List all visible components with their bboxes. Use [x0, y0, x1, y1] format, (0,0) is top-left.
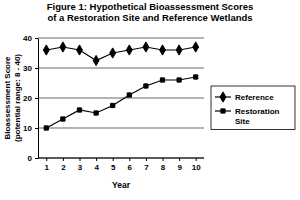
x-tick-mark: [63, 158, 64, 161]
marker: [176, 45, 182, 55]
y-tick: 30: [23, 64, 38, 73]
marker: [77, 45, 83, 55]
x-tick-label: 6: [128, 163, 133, 172]
y-tick-mark: [35, 158, 38, 159]
marker: [111, 103, 115, 107]
title: Figure 1: Hypothetical Bioassessment Sco…: [47, 1, 253, 23]
series-line: [46, 77, 195, 128]
grid-line: [38, 128, 204, 129]
y-tick-label: 10: [23, 124, 32, 133]
x-tick-mark: [163, 158, 164, 161]
y-tick-mark: [35, 38, 38, 39]
x-tick: 1: [45, 158, 50, 172]
y-axis-title: Bioassessment Score(potential range: 8 -…: [3, 54, 22, 142]
y-tick-mark: [35, 68, 38, 69]
x-tick-label: 10: [192, 163, 201, 172]
x-tick-mark: [113, 158, 114, 161]
marker: [77, 108, 81, 112]
grid-line: [38, 68, 204, 69]
marker: [110, 48, 116, 58]
x-tick-label: 4: [94, 163, 99, 172]
legend-symbol: [220, 92, 226, 102]
marker: [44, 126, 48, 130]
x-tick: 8: [161, 158, 166, 172]
y-tick: 0: [28, 154, 38, 163]
x-tick-label: 5: [111, 163, 116, 172]
marker: [43, 45, 49, 55]
marker: [61, 117, 65, 121]
legend-symbol: [221, 109, 225, 113]
x-tick-label: 7: [144, 163, 149, 172]
legend-label: RestorationSite: [235, 107, 280, 126]
marker: [194, 75, 198, 79]
chart: Figure 1: Hypothetical Bioassessment Sco…: [0, 0, 300, 200]
y-tick-mark: [35, 128, 38, 129]
marker: [160, 45, 166, 55]
legend-label: Reference: [235, 93, 274, 102]
marker: [144, 84, 148, 88]
legend-box: [211, 86, 295, 130]
legend-item: Reference: [215, 92, 274, 102]
marker: [60, 42, 66, 52]
marker: [127, 93, 131, 97]
x-tick: 6: [128, 158, 133, 172]
x-tick-mark: [129, 158, 130, 161]
text-line: (potential range: 8 - 40): [13, 54, 22, 142]
text-line: of a Restoration Site and Reference Wetl…: [47, 12, 252, 23]
marker: [143, 42, 149, 52]
x-tick: 4: [94, 158, 99, 172]
marker: [193, 42, 199, 52]
y-tick-mark: [35, 98, 38, 99]
marker: [93, 55, 99, 65]
grid-line: [38, 38, 204, 39]
x-tick: 7: [144, 158, 149, 172]
text-line: Reference: [235, 93, 274, 102]
y-tick: 20: [23, 94, 38, 103]
x-tick-label: 8: [161, 163, 166, 172]
y-tick-label: 40: [23, 34, 32, 43]
x-tick-mark: [196, 158, 197, 161]
y-tick-label: 30: [23, 64, 32, 73]
x-tick-mark: [46, 158, 47, 161]
grid-line: [38, 98, 204, 99]
y-axis: 0 10 20 30 40: [23, 34, 38, 163]
x-tick-label: 2: [61, 163, 66, 172]
x-tick-mark: [96, 158, 97, 161]
x-tick: 5: [111, 158, 116, 172]
x-axis: 1 2 3 4 5 6 7 8 9 10: [38, 158, 204, 172]
marker: [177, 78, 181, 82]
marker: [94, 111, 98, 115]
x-tick: 9: [177, 158, 182, 172]
x-tick-label: 3: [78, 163, 83, 172]
plot-area: [43, 42, 198, 130]
legend: Reference RestorationSite: [211, 86, 295, 130]
marker: [160, 78, 164, 82]
text-line: Site: [235, 117, 250, 126]
x-tick: 3: [78, 158, 83, 172]
x-tick-label: 9: [177, 163, 182, 172]
x-tick: 2: [61, 158, 66, 172]
y-tick: 10: [23, 124, 38, 133]
background: [0, 0, 300, 200]
y-tick: 40: [23, 34, 38, 43]
y-axis-line: [38, 39, 39, 159]
x-tick-mark: [179, 158, 180, 161]
legend-item: RestorationSite: [215, 107, 280, 126]
grid: [38, 38, 204, 158]
x-tick-mark: [146, 158, 147, 161]
y-tick-label: 0: [28, 154, 33, 163]
x-tick: 10: [192, 158, 201, 172]
text-line: Figure 1: Hypothetical Bioassessment Sco…: [47, 1, 253, 12]
x-axis-title: Year: [112, 180, 131, 190]
x-tick-mark: [80, 158, 81, 161]
text-line: Restoration: [235, 107, 280, 116]
y-tick-label: 20: [23, 94, 32, 103]
marker: [126, 45, 132, 55]
x-tick-label: 1: [45, 163, 50, 172]
text-line: Bioassessment Score: [3, 56, 12, 140]
series-line: [46, 47, 195, 61]
